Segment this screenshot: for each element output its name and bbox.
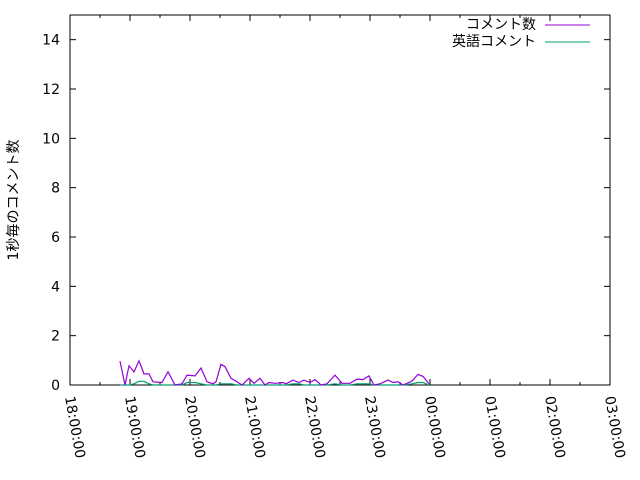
y-tick-label: 12 bbox=[42, 82, 60, 98]
x-tick-label: 18:00:00 bbox=[61, 395, 88, 460]
x-tick-label: 20:00:00 bbox=[181, 395, 208, 460]
x-tick-label: 03:00:00 bbox=[601, 395, 628, 460]
series-line-0 bbox=[119, 359, 430, 386]
x-tick-label: 22:00:00 bbox=[301, 395, 328, 460]
legend-label-english: 英語コメント bbox=[452, 33, 536, 50]
x-tick-label: 02:00:00 bbox=[541, 395, 568, 460]
y-tick-label: 2 bbox=[51, 329, 60, 345]
x-tick-label: 23:00:00 bbox=[361, 395, 388, 460]
y-tick-label: 0 bbox=[51, 378, 60, 394]
y-tick-label: 10 bbox=[42, 131, 60, 147]
x-tick-label: 19:00:00 bbox=[121, 395, 148, 460]
x-tick-label: 00:00:00 bbox=[421, 395, 448, 460]
y-tick-label: 14 bbox=[42, 33, 60, 49]
y-tick-label: 8 bbox=[51, 181, 60, 197]
y-tick-label: 4 bbox=[51, 279, 60, 295]
y-axis-label: 1秒毎のコメント数 bbox=[6, 140, 22, 261]
y-tick-label: 6 bbox=[51, 230, 60, 246]
legend-label-comments: コメント数 bbox=[466, 17, 536, 33]
x-tick-label: 01:00:00 bbox=[481, 395, 508, 460]
plot-border bbox=[69, 14, 611, 386]
x-tick-label: 21:00:00 bbox=[241, 395, 268, 460]
